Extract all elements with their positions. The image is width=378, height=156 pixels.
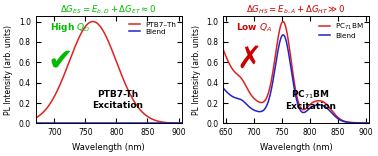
X-axis label: Wavelength (nm): Wavelength (nm) [72,143,145,152]
Y-axis label: PL Intensity (arb. units): PL Intensity (arb. units) [4,25,13,115]
Text: ✗: ✗ [236,45,262,74]
Text: Low $Q_A$: Low $Q_A$ [236,21,273,34]
X-axis label: Wavelength (nm): Wavelength (nm) [260,143,333,152]
Legend: PTB7–Th, Blend: PTB7–Th, Blend [128,20,178,36]
Text: High $Q_D$: High $Q_D$ [50,21,91,34]
Title: $\Delta G_{HS} = E_{b,A} + \Delta G_{HT} \gg 0$: $\Delta G_{HS} = E_{b,A} + \Delta G_{HT}… [246,4,346,16]
Text: ✔: ✔ [47,47,73,76]
Legend: PC$_{71}$BM, Blend: PC$_{71}$BM, Blend [317,20,366,40]
Y-axis label: PL Intensity (arb. units): PL Intensity (arb. units) [192,25,201,115]
Text: PC$_{71}$BM
Excitation: PC$_{71}$BM Excitation [285,88,336,111]
Title: $\Delta G_{ES} = E_{b,D} + \Delta G_{ET} \approx 0$: $\Delta G_{ES} = E_{b,D} + \Delta G_{ET}… [60,4,157,16]
Text: PTB7-Th
Excitation: PTB7-Th Excitation [92,90,143,110]
